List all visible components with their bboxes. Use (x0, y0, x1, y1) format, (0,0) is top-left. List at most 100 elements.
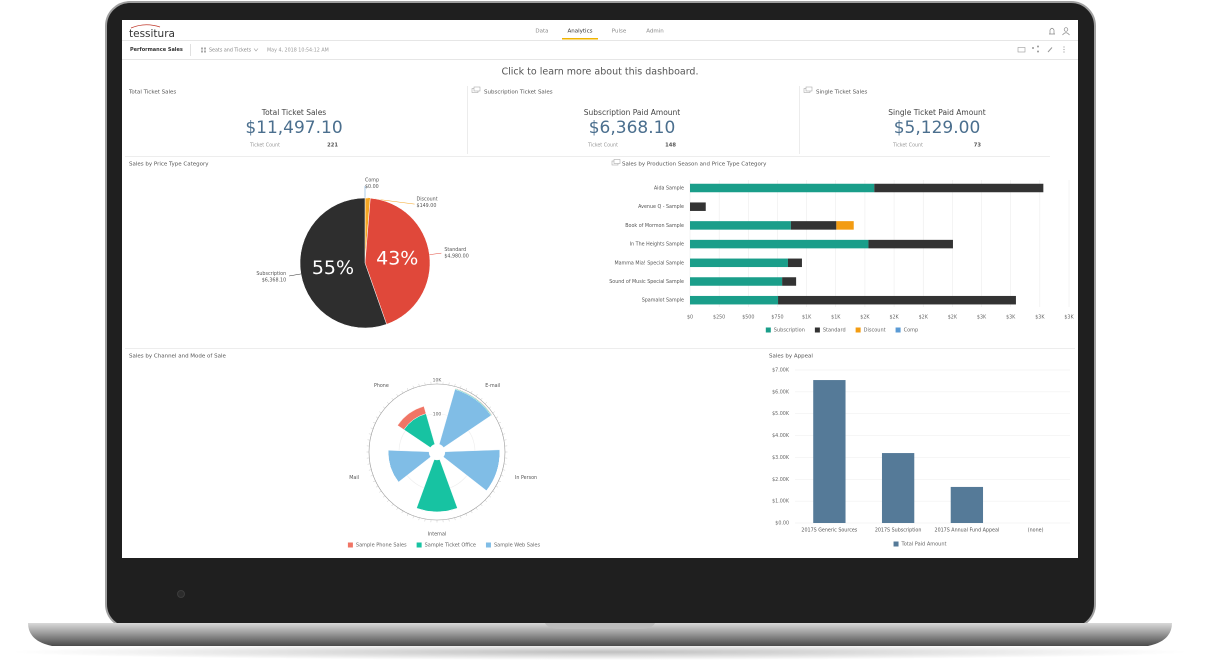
legend-label: Standard (823, 328, 846, 334)
nav-tab[interactable]: Pulse (612, 29, 627, 35)
user-icon[interactable] (1062, 27, 1070, 36)
y-tick-label: $0.00 (775, 521, 789, 527)
nav-tab[interactable]: Admin (646, 29, 664, 35)
slice-label: Standard (444, 247, 466, 253)
legend-label: Sample Web Sales (494, 543, 541, 549)
more-icon[interactable] (1063, 46, 1065, 53)
legend-label: Total Paid Amount (901, 542, 947, 548)
nav-tab[interactable]: Analytics (568, 29, 593, 35)
ring-tick (368, 433, 372, 435)
view-chevron[interactable] (253, 48, 259, 52)
polar-sector (454, 387, 493, 416)
ring-tick (407, 388, 409, 391)
view-name[interactable]: Seats and Tickets (209, 48, 252, 54)
bar-segment (690, 202, 706, 211)
polar-sector (397, 406, 427, 430)
legend-swatch (893, 541, 899, 547)
ring-tick (375, 416, 379, 419)
ring-tick (370, 427, 374, 429)
legend-label: Comp (904, 328, 919, 334)
ring-tick (488, 406, 492, 409)
x-tick-label: $3K (1035, 315, 1045, 321)
slice-percent-label: 43% (376, 247, 418, 269)
ring-tick (492, 411, 495, 414)
slice-label: Subscription (256, 271, 286, 277)
legend: Sample Phone Sales Sample Ticket Office Sa… (347, 542, 541, 549)
kpi-label: Total Ticket Sales (261, 108, 327, 117)
kpi-value: $6,368.10 (589, 118, 676, 138)
leader-line (429, 252, 442, 255)
ring-tick (460, 515, 462, 519)
chart-title: Sales by Appeal (769, 354, 813, 360)
r-tick-label: 10K (433, 378, 443, 384)
nav-tab[interactable]: Data (535, 29, 548, 35)
base-notch (545, 623, 655, 629)
ring-tick (407, 513, 409, 516)
bar-segment (782, 277, 797, 286)
logo: tessitura (129, 28, 175, 40)
x-tick-label: $1K (802, 315, 812, 321)
ring-tick (368, 469, 372, 471)
ring-tick (480, 397, 483, 401)
ring-tick (484, 402, 487, 405)
bar-segment (690, 239, 869, 249)
y-tick-label: Sound of Music Special Sample (609, 279, 684, 285)
screen (122, 20, 1078, 558)
slice-label: Discount (417, 196, 438, 202)
ring-tick (375, 485, 379, 488)
ring-tick (500, 427, 504, 429)
bar-segment (787, 258, 802, 268)
ring-tick (373, 480, 376, 482)
ring-tick (412, 385, 414, 389)
ring-tick (373, 422, 376, 424)
dashboard-banner[interactable]: Click to learn more about this dashboard… (502, 67, 699, 78)
x-tick-label: $1K (831, 315, 841, 321)
ring-tick (379, 490, 382, 493)
kpi-count-label: Ticket Count (892, 143, 923, 149)
kpi-label: Subscription Paid Amount (584, 108, 681, 117)
legend: Subscription Standard Discount Comp (765, 327, 919, 334)
y-tick-label: $7.00K (772, 368, 790, 374)
share-icon[interactable] (1032, 45, 1039, 53)
bar-segment (690, 295, 779, 305)
ring-tick (460, 385, 462, 389)
ring-tick (492, 490, 495, 493)
legend-swatch (347, 542, 353, 548)
chart-title: Sales by Production Season and Price Typ… (622, 162, 767, 168)
grid-circle (368, 383, 506, 521)
ring-tick (396, 507, 399, 510)
dashboard-name[interactable]: Performance Sales (130, 47, 183, 53)
kpi-count: 73 (974, 143, 982, 149)
panel-link-icon[interactable] (471, 86, 481, 93)
y-tick-label: $3.00K (772, 455, 790, 461)
y-tick-label: $6.00K (772, 389, 790, 395)
y-tick-label: $1.00K (772, 499, 790, 505)
bar-segment (690, 221, 791, 230)
ring-tick (387, 499, 390, 502)
y-tick-label: $2.00K (772, 477, 790, 483)
bell-icon[interactable] (1049, 27, 1055, 35)
y-tick-label: Mamma Mia! Special Sample (614, 260, 684, 266)
x-tick-label: $500 (742, 315, 754, 321)
ring-tick (454, 383, 456, 387)
panel-link-icon[interactable] (611, 159, 621, 166)
x-tick-label: $2K (889, 315, 899, 321)
legend-label: Sample Ticket Office (425, 543, 476, 549)
y-tick-label: Aida Sample (654, 186, 684, 192)
ring-tick (391, 397, 394, 401)
r-tick-label: 100 (433, 412, 442, 418)
legend-swatch (895, 327, 901, 333)
ring-tick (470, 510, 473, 514)
panel-link-icon[interactable] (803, 86, 813, 93)
link-icon[interactable] (1047, 47, 1053, 53)
view-icon[interactable] (201, 47, 206, 53)
chart-title: Sales by Price Type Category (129, 162, 209, 168)
bar-segment (836, 221, 854, 230)
x-tick-label: $3K (1006, 315, 1016, 321)
ring-tick (379, 411, 382, 414)
slice-label: Comp (365, 178, 379, 184)
legend-label: Discount (864, 328, 886, 334)
present-icon[interactable] (1017, 47, 1026, 53)
